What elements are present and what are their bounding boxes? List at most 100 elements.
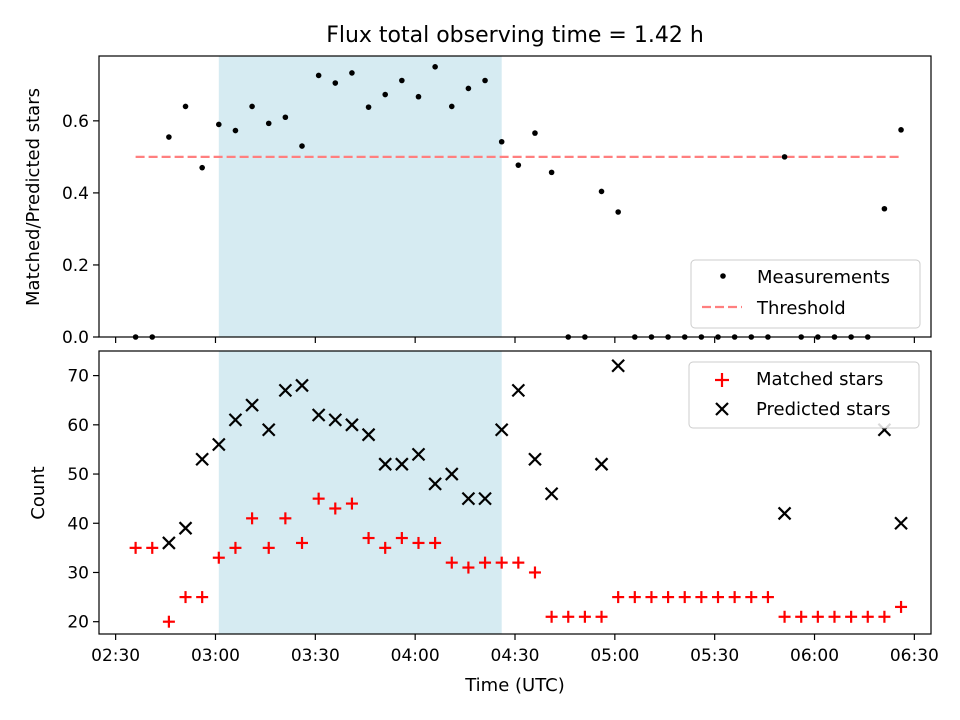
- matched-star-point: [828, 610, 841, 623]
- matched-star-point: [329, 502, 342, 515]
- bottom-x-tick-label: 02:30: [91, 646, 140, 666]
- matched-star-point: [845, 610, 858, 623]
- legend-threshold-label: Threshold: [756, 298, 846, 319]
- matched-star-point: [395, 532, 408, 545]
- bottom-x-tick-label: 05:00: [590, 646, 639, 666]
- bottom-x-tick-label: 06:30: [890, 646, 939, 666]
- top-y-tick-label: 0.2: [62, 256, 89, 276]
- matched-star-point: [129, 541, 142, 554]
- measurement-point: [382, 91, 389, 98]
- bottom-x-tick-label: 03:00: [191, 646, 240, 666]
- predicted-star-point: [511, 383, 526, 398]
- predicted-star-point: [428, 477, 442, 491]
- legend-matched-label: Matched stars: [756, 369, 883, 390]
- matched-star-point: [528, 566, 541, 579]
- matched-star-point: [246, 512, 259, 525]
- measurement-point: [598, 188, 605, 195]
- bottom-x-tick-label: 06:00: [790, 646, 839, 666]
- measurement-point: [265, 120, 272, 127]
- bottom-y-tick-label: 70: [67, 367, 89, 387]
- measurement-point: [282, 114, 289, 121]
- bottom-legend: Matched stars Predicted stars: [688, 361, 920, 429]
- top-y-axis-label: Matched/Predicted stars: [23, 88, 44, 306]
- matched-star-point: [695, 591, 708, 604]
- matched-star-point: [578, 610, 591, 623]
- matched-star-point: [262, 541, 275, 554]
- legend-matched-marker: [715, 373, 729, 387]
- measurement-point: [881, 205, 888, 212]
- matched-star-point: [462, 561, 475, 574]
- matched-star-point: [678, 591, 691, 604]
- matched-star-point: [312, 492, 325, 505]
- matched-star-point: [612, 591, 625, 604]
- matched-star-point: [761, 591, 774, 604]
- top-shaded-interval: [218, 56, 502, 337]
- measurement-point: [432, 64, 438, 70]
- predicted-star-point: [594, 457, 609, 471]
- predicted-star-point: [228, 413, 243, 427]
- bottom-y-tick-label: 20: [67, 613, 89, 633]
- matched-star-point: [778, 610, 791, 623]
- matched-star-point: [712, 591, 725, 604]
- predicted-star-point: [162, 536, 176, 550]
- legend-measurements-marker: [720, 273, 726, 279]
- bottom-y-ticks: 20 30 40 50 60 70: [67, 367, 99, 633]
- matched-star-point: [861, 610, 874, 623]
- predicted-star-point: [311, 408, 326, 422]
- predicted-star-point: [894, 516, 908, 531]
- top-y-tick-label: 0.0: [62, 328, 89, 348]
- matched-star-point: [162, 615, 175, 628]
- measurement-point: [166, 134, 172, 140]
- bottom-panel: Count Time (UTC) 20 30 40 50 60 70 02:30 03:00…: [28, 350, 939, 696]
- legend-predicted-marker: [715, 402, 729, 416]
- matched-star-point: [495, 556, 508, 569]
- predicted-star-point: [378, 457, 392, 471]
- measurement-point: [898, 127, 904, 133]
- measurement-point: [199, 164, 205, 171]
- matched-star-point: [545, 610, 558, 623]
- legend-measurements-label: Measurements: [757, 267, 890, 288]
- bottom-y-tick-label: 60: [67, 416, 89, 436]
- x-axis-label: Time (UTC): [464, 675, 565, 696]
- predicted-star-point: [295, 378, 309, 393]
- predicted-star-point: [328, 413, 343, 427]
- bottom-x-tick-label: 04:00: [391, 646, 440, 666]
- measurement-point: [415, 93, 422, 100]
- matched-star-point: [445, 556, 458, 569]
- matched-star-point: [795, 610, 808, 623]
- measurement-point: [182, 103, 189, 110]
- top-x-ticks: [115, 337, 915, 343]
- matched-star-point: [345, 497, 358, 510]
- measurement-point: [299, 143, 305, 149]
- predicted-star-point: [411, 447, 426, 462]
- matched-star-point: [479, 556, 492, 569]
- predicted-star-point: [395, 457, 409, 471]
- measurement-point: [232, 127, 239, 134]
- matched-star-point: [895, 600, 908, 613]
- matched-star-point: [745, 591, 758, 604]
- matched-star-point: [811, 610, 824, 623]
- matched-star-point: [196, 591, 209, 604]
- predicted-star-point: [361, 427, 376, 442]
- matched-star-point: [229, 541, 242, 554]
- legend-predicted-label: Predicted stars: [756, 399, 890, 420]
- matched-star-point: [878, 610, 891, 623]
- matched-star-point: [628, 591, 641, 604]
- bottom-legend-box: [688, 361, 920, 429]
- bottom-y-tick-label: 50: [67, 465, 89, 485]
- bottom-axes-frame: [98, 350, 932, 635]
- matched-star-point: [645, 591, 658, 604]
- predicted-star-point: [494, 422, 509, 437]
- bottom-data-marks: [129, 358, 908, 628]
- matched-star-point: [412, 536, 425, 549]
- predicted-star-point: [444, 467, 459, 481]
- top-axes-frame: [98, 55, 932, 338]
- top-y-tick-label: 0.6: [62, 112, 89, 132]
- chart-title: Flux total observing time = 1.42 h: [326, 23, 704, 48]
- matched-star-point: [662, 591, 675, 604]
- bottom-y-axis-label: Count: [28, 466, 49, 519]
- matched-star-point: [362, 532, 375, 545]
- bottom-x-tick-label: 03:30: [291, 646, 340, 666]
- top-y-tick-label: 0.4: [62, 184, 89, 204]
- measurement-point: [532, 130, 538, 136]
